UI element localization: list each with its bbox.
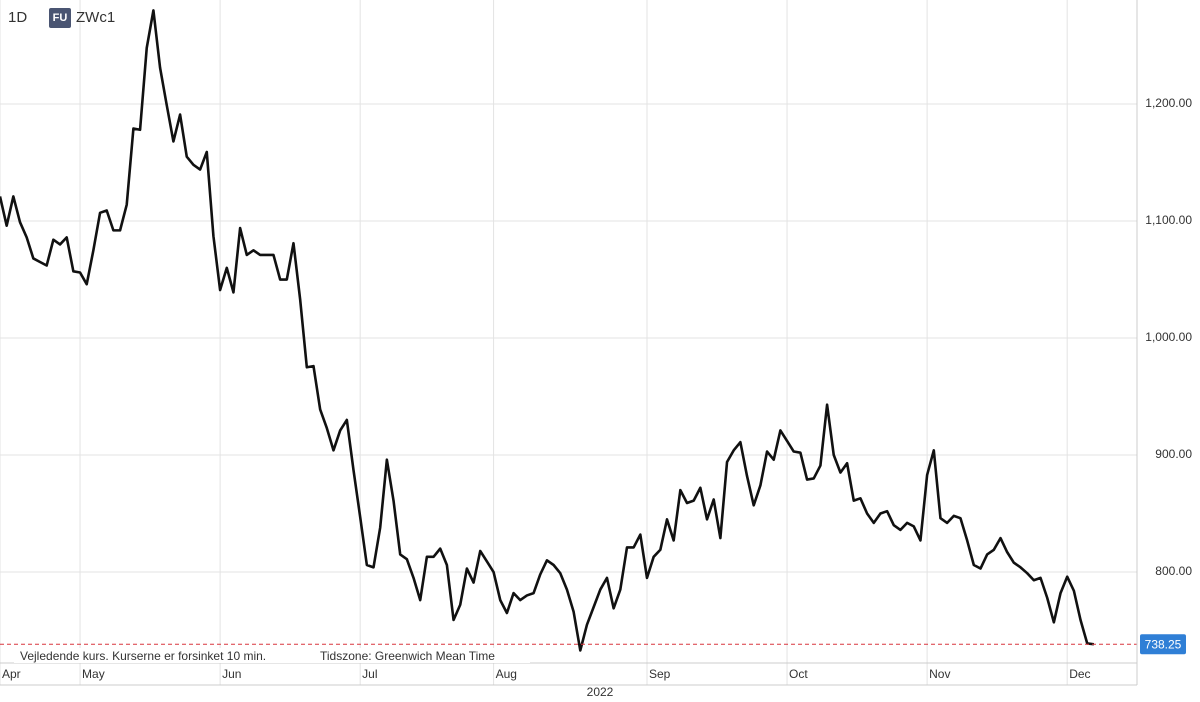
x-tick-label: Dec bbox=[1069, 667, 1090, 681]
x-tick-label: Nov bbox=[929, 667, 950, 681]
symbol[interactable]: ZWc1 bbox=[76, 9, 115, 26]
x-tick-label: Jul bbox=[362, 667, 377, 681]
notice: Vejledende kurs. Kurserne er forsinket 1… bbox=[20, 649, 266, 663]
x-axis-label: 2022 bbox=[587, 685, 614, 699]
price-line bbox=[0, 9, 1095, 652]
x-tick-label: May bbox=[82, 667, 105, 681]
x-tick-label: Jun bbox=[222, 667, 241, 681]
badge-bg bbox=[49, 8, 71, 28]
plot bbox=[0, 9, 1137, 652]
y-tick-label: 1,000.00 bbox=[1145, 330, 1192, 344]
x-tick-label: Aug bbox=[496, 667, 517, 681]
x-tick-label: Sep bbox=[649, 667, 671, 681]
y-tick-label: 1,100.00 bbox=[1145, 213, 1192, 227]
timezone: Tidszone: Greenwich Mean Time bbox=[320, 649, 495, 663]
grid bbox=[0, 0, 1137, 685]
y-tick-label: 900.00 bbox=[1155, 447, 1192, 461]
y-tick-label: 1,200.00 bbox=[1145, 96, 1192, 110]
x-tick-label: Apr bbox=[2, 667, 21, 681]
last-price-box bbox=[1140, 634, 1186, 655]
y-tick-label: 800.00 bbox=[1155, 564, 1192, 578]
interval[interactable]: 1D bbox=[8, 9, 27, 26]
notice-bg bbox=[14, 648, 530, 663]
badge: FU bbox=[53, 12, 68, 24]
last-price-label: 738.25 bbox=[1145, 637, 1182, 651]
x-tick-label: Oct bbox=[789, 667, 808, 681]
